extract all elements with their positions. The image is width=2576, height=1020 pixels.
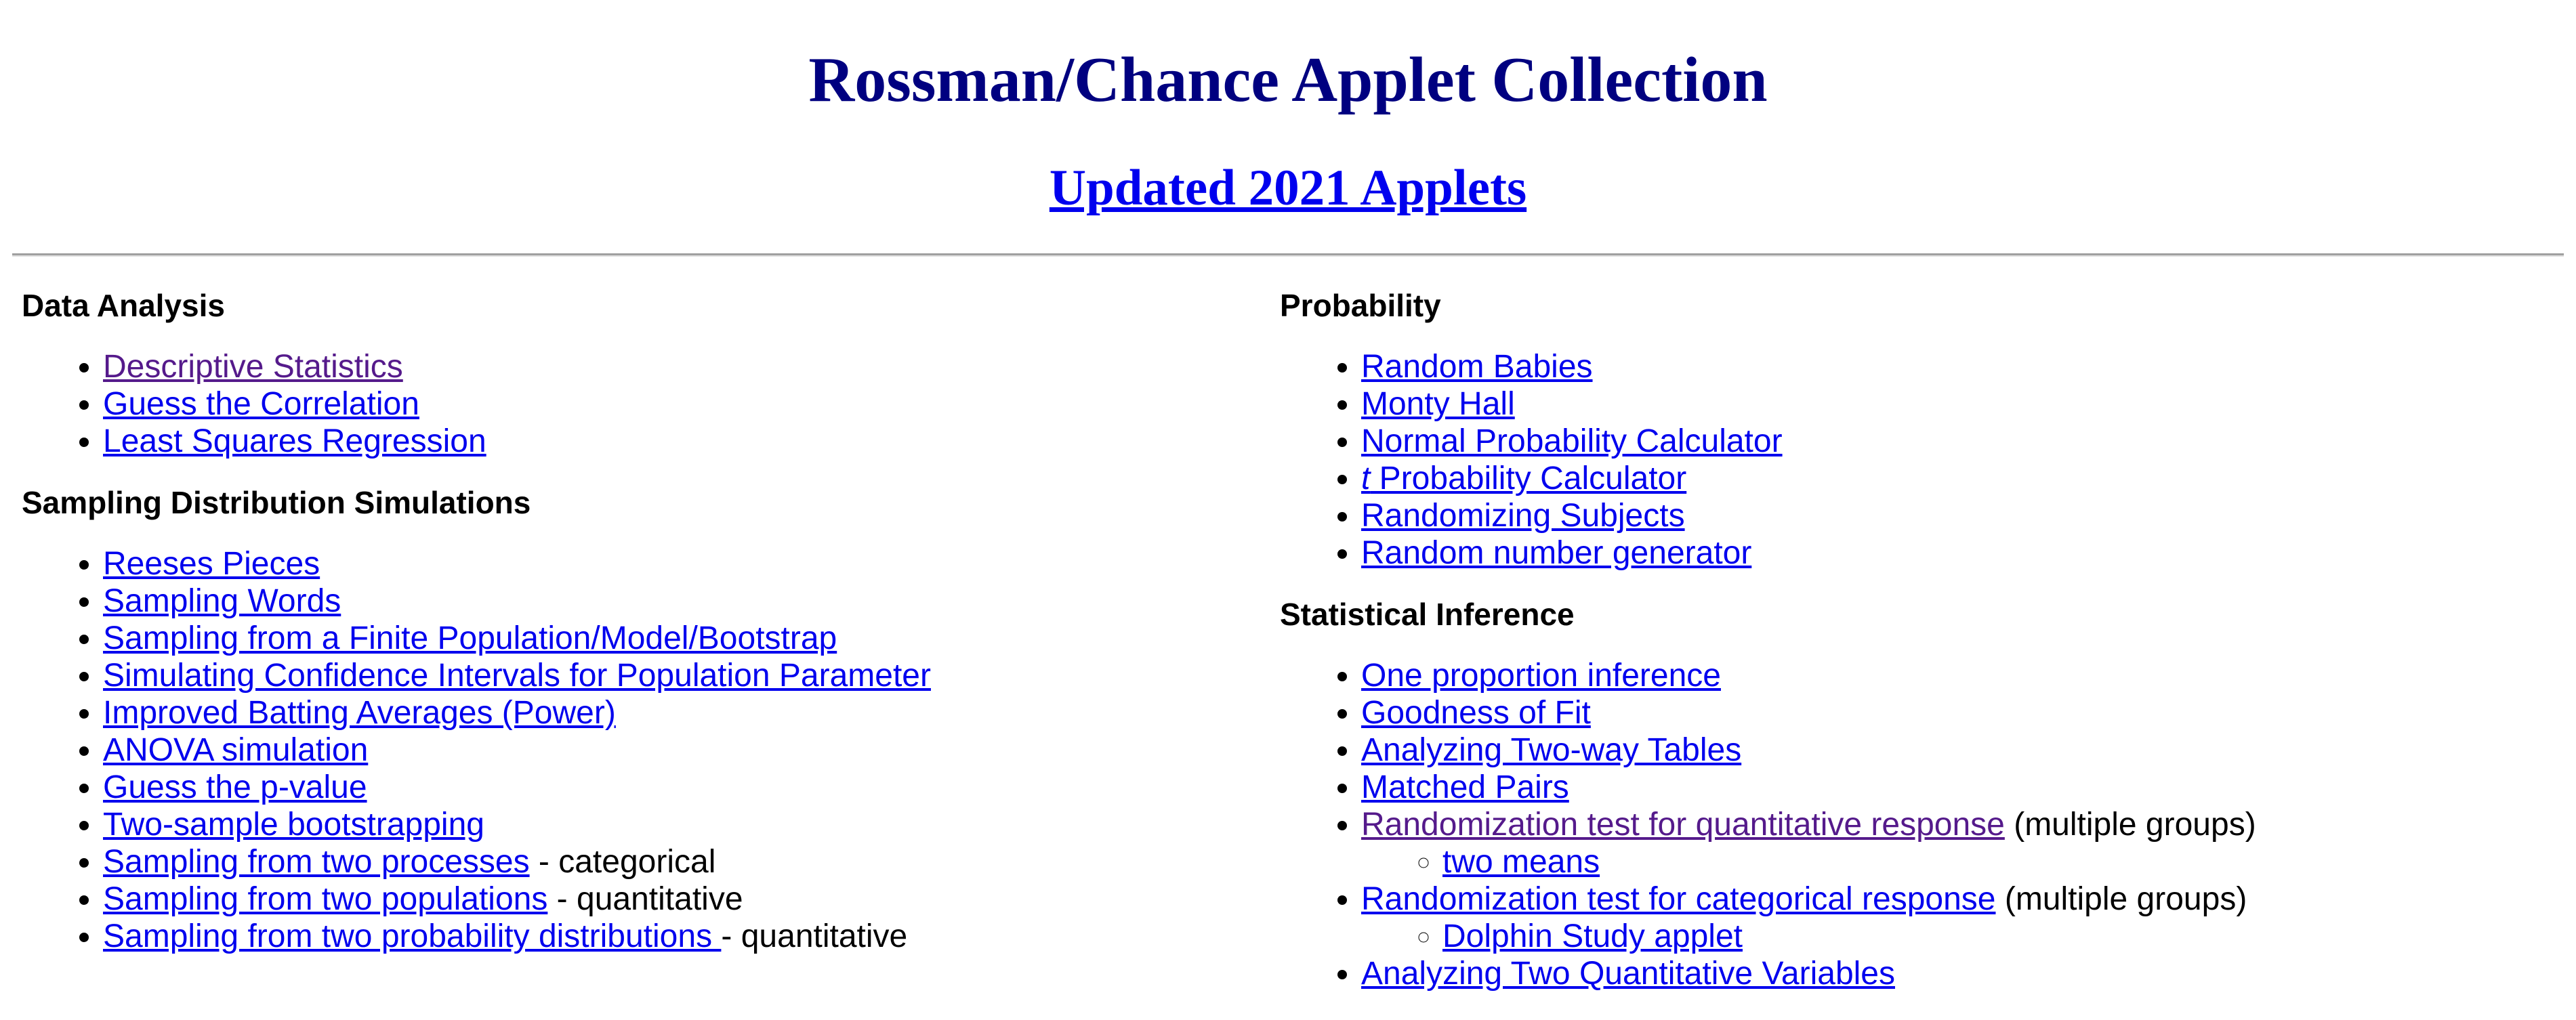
list-item: Sampling from two probability distributi… <box>103 918 1241 955</box>
section-heading-data-analysis: Data Analysis <box>22 288 225 323</box>
sub-list: two means <box>1361 843 2554 880</box>
item-suffix: (multiple groups) <box>1995 881 2247 917</box>
list-item: Sampling from a Finite Population/Model/… <box>103 620 1241 657</box>
link-sampling-two-populations[interactable]: Sampling from two populations <box>103 881 548 917</box>
link-reeses-pieces[interactable]: Reeses Pieces <box>103 546 320 582</box>
list-item: ANOVA simulation <box>103 731 1241 769</box>
link-goodness-of-fit[interactable]: Goodness of Fit <box>1361 695 1591 731</box>
list-item: Randomization test for categorical respo… <box>1361 880 2554 955</box>
list-item: t Probability Calculator <box>1361 460 2554 497</box>
section-heading-sampling-distribution-simulations: Sampling Distribution Simulations <box>22 485 531 520</box>
link-anova-simulation[interactable]: ANOVA simulation <box>103 732 369 768</box>
list-item: Sampling from two populations - quantita… <box>103 880 1241 918</box>
link-random-babies[interactable]: Random Babies <box>1361 349 1593 385</box>
link-guess-the-correlation[interactable]: Guess the Correlation <box>103 386 419 422</box>
link-randomization-test-categorical[interactable]: Randomization test for categorical respo… <box>1361 881 1996 917</box>
list-item: One proportion inference <box>1361 657 2554 694</box>
section-heading-probability: Probability <box>1280 288 1441 323</box>
list-item: Descriptive Statistics <box>103 348 1241 385</box>
list-item: Least Squares Regression <box>103 423 1241 460</box>
left-column: Data Analysis Descriptive Statistics Gue… <box>22 283 1241 955</box>
sub-list: Dolphin Study applet <box>1361 918 2554 955</box>
link-analyzing-two-quantitative-variables[interactable]: Analyzing Two Quantitative Variables <box>1361 956 1895 992</box>
list-item: Guess the p-value <box>103 769 1241 806</box>
list-item: Monty Hall <box>1361 385 2554 423</box>
list-item: Matched Pairs <box>1361 769 2554 806</box>
list-item: Analyzing Two Quantitative Variables <box>1361 955 2554 992</box>
list-item: Random number generator <box>1361 534 2554 572</box>
list-item: Two-sample bootstrapping <box>103 806 1241 843</box>
data-analysis-list: Descriptive Statistics Guess the Correla… <box>22 348 1241 460</box>
item-suffix: - quantitative <box>721 918 908 954</box>
divider <box>12 253 2564 257</box>
link-sampling-words[interactable]: Sampling Words <box>103 583 341 619</box>
link-randomizing-subjects[interactable]: Randomizing Subjects <box>1361 498 1685 534</box>
link-sampling-two-processes[interactable]: Sampling from two processes <box>103 844 530 880</box>
sub-list-item: two means <box>1442 843 2554 880</box>
list-item: Random Babies <box>1361 348 2554 385</box>
link-analyzing-two-way-tables[interactable]: Analyzing Two-way Tables <box>1361 732 1742 768</box>
link-normal-probability-calculator[interactable]: Normal Probability Calculator <box>1361 423 1783 459</box>
link-improved-batting-averages[interactable]: Improved Batting Averages (Power) <box>103 695 616 731</box>
link-sampling-two-probability-distributions[interactable]: Sampling from two probability distributi… <box>103 918 722 954</box>
list-item: Goodness of Fit <box>1361 694 2554 731</box>
inference-list: One proportion inference Goodness of Fit… <box>1280 657 2554 992</box>
t-letter: t <box>1361 461 1371 496</box>
sub-list-item: Dolphin Study applet <box>1442 918 2554 955</box>
link-t-probability-calculator[interactable]: t Probability Calculator <box>1361 461 1686 496</box>
item-suffix: - categorical <box>529 844 716 880</box>
list-item: Normal Probability Calculator <box>1361 423 2554 460</box>
list-item: Simulating Confidence Intervals for Popu… <box>103 657 1241 694</box>
list-item: Sampling from two processes - categorica… <box>103 843 1241 880</box>
item-suffix: - quantitative <box>547 881 743 917</box>
link-descriptive-statistics[interactable]: Descriptive Statistics <box>103 349 403 385</box>
list-item: Guess the Correlation <box>103 385 1241 423</box>
list-item: Analyzing Two-way Tables <box>1361 731 2554 769</box>
link-guess-the-p-value[interactable]: Guess the p-value <box>103 769 367 805</box>
updated-heading: Updated 2021 Applets <box>0 154 2576 222</box>
list-item: Reeses Pieces <box>103 545 1241 582</box>
link-randomization-test-quantitative[interactable]: Randomization test for quantitative resp… <box>1361 807 2005 843</box>
item-suffix: (multiple groups) <box>2004 807 2256 843</box>
link-one-proportion-inference[interactable]: One proportion inference <box>1361 658 1721 694</box>
page-title: Rossman/Chance Applet Collection <box>808 45 1768 115</box>
list-item: Randomization test for quantitative resp… <box>1361 806 2554 880</box>
link-random-number-generator[interactable]: Random number generator <box>1361 535 1752 571</box>
link-sampling-finite-population[interactable]: Sampling from a Finite Population/Model/… <box>103 620 837 656</box>
list-item: Randomizing Subjects <box>1361 497 2554 534</box>
link-matched-pairs[interactable]: Matched Pairs <box>1361 769 1569 805</box>
link-dolphin-study-applet[interactable]: Dolphin Study applet <box>1442 918 1743 954</box>
link-two-sample-bootstrapping[interactable]: Two-sample bootstrapping <box>103 807 484 843</box>
link-text: Probability Calculator <box>1370 461 1687 496</box>
right-column: Probability Random Babies Monty Hall Nor… <box>1280 283 2554 992</box>
section-heading-statistical-inference: Statistical Inference <box>1280 597 1575 632</box>
probability-list: Random Babies Monty Hall Normal Probabil… <box>1280 348 2554 572</box>
link-monty-hall[interactable]: Monty Hall <box>1361 386 1515 422</box>
link-simulating-confidence-intervals[interactable]: Simulating Confidence Intervals for Popu… <box>103 658 931 694</box>
updated-2021-applets-link[interactable]: Updated 2021 Applets <box>1049 160 1527 216</box>
sampling-list: Reeses Pieces Sampling Words Sampling fr… <box>22 545 1241 955</box>
link-least-squares-regression[interactable]: Least Squares Regression <box>103 423 486 459</box>
list-item: Sampling Words <box>103 582 1241 620</box>
link-two-means[interactable]: two means <box>1442 844 1600 880</box>
list-item: Improved Batting Averages (Power) <box>103 694 1241 731</box>
